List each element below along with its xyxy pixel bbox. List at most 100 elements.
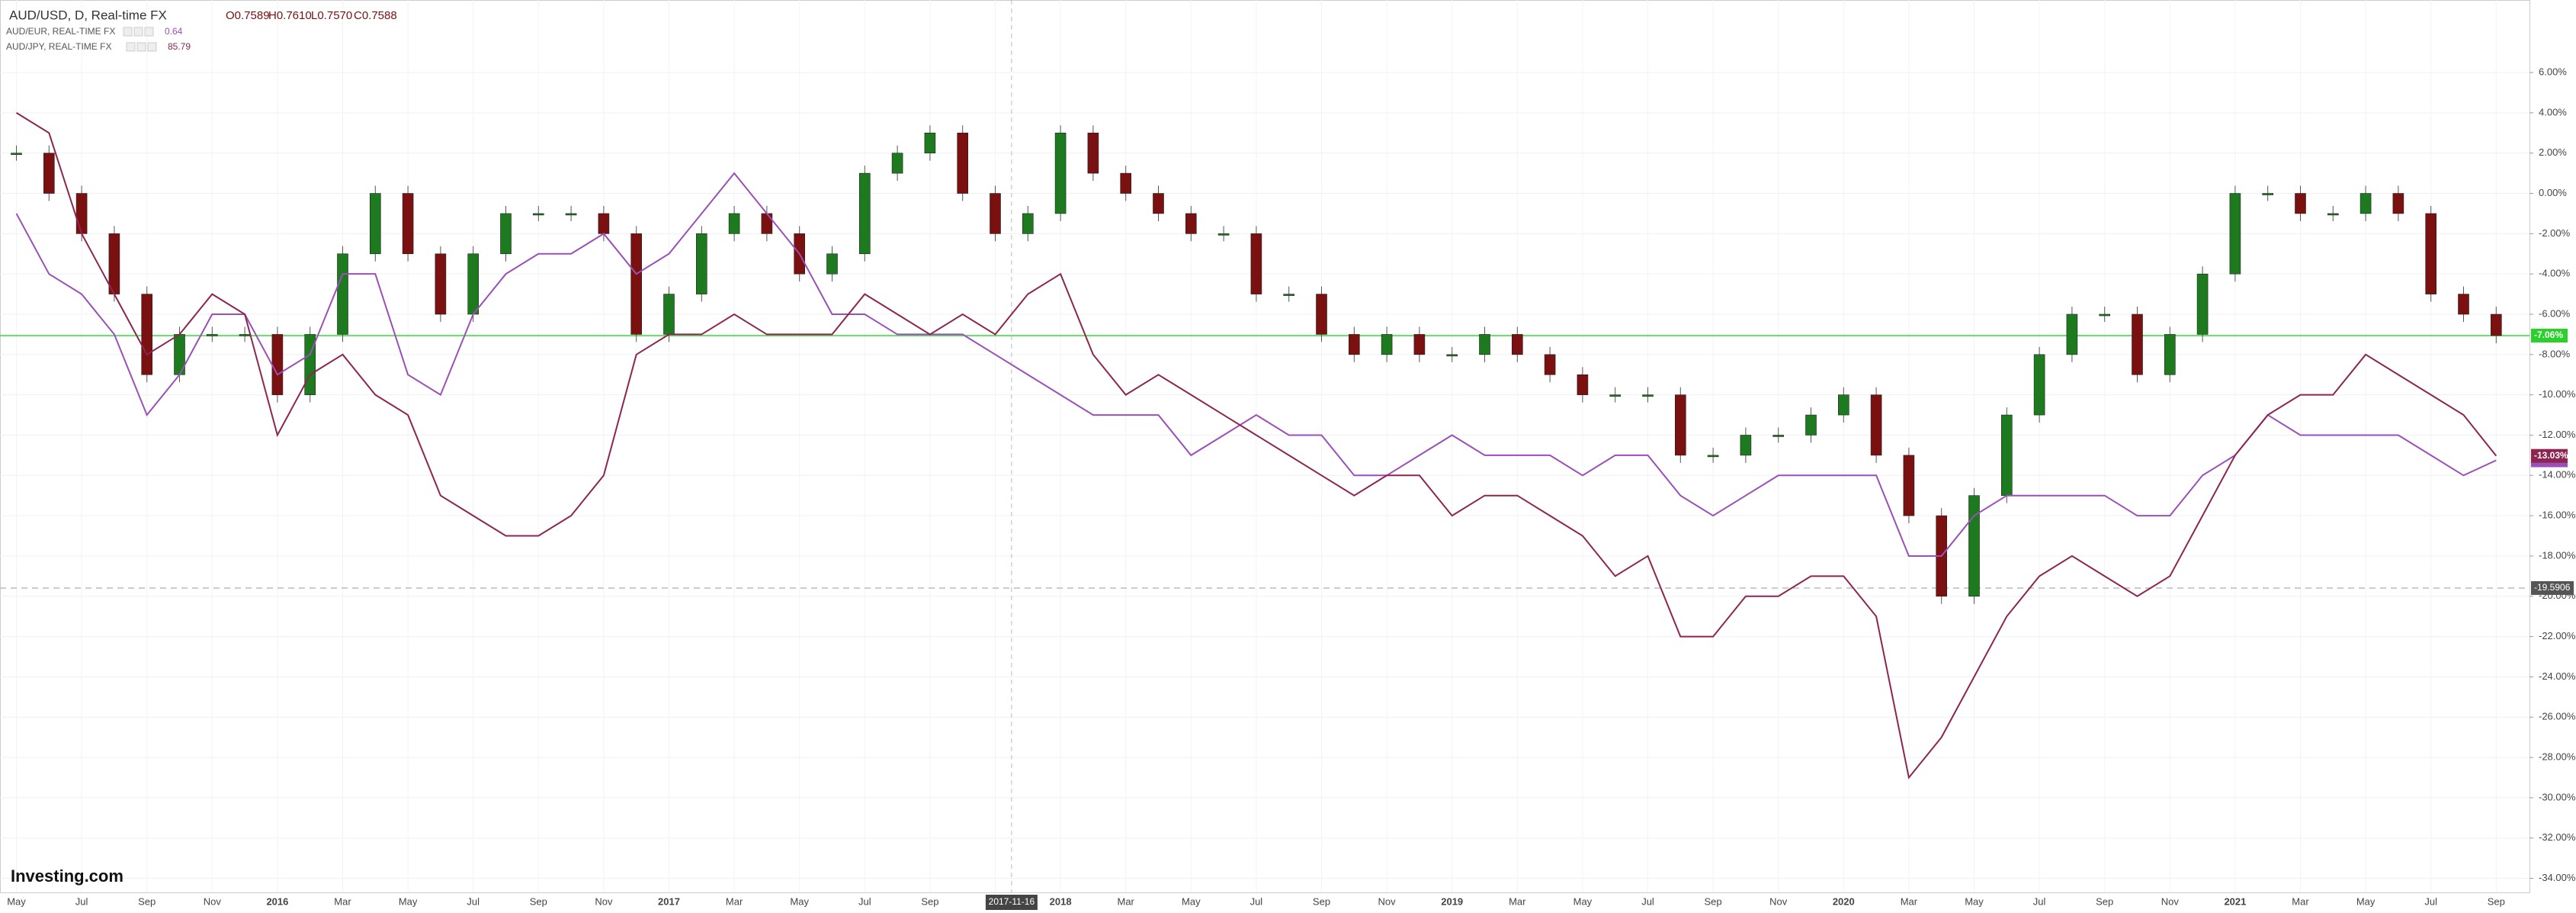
- candle: [1577, 374, 1589, 395]
- candle: [1022, 213, 1034, 234]
- logo: Investing.com: [11, 866, 124, 886]
- y-tick-label: -16.00%: [2539, 510, 2576, 521]
- ohlc-close: C0.7588: [354, 9, 397, 22]
- x-tick-label: May: [399, 895, 418, 907]
- x-tick-label: Mar: [1901, 895, 1918, 907]
- plot-frame: [0, 0, 2530, 893]
- x-tick-label: Nov: [1378, 895, 1397, 907]
- candle: [2132, 313, 2143, 375]
- candle: [1772, 435, 1784, 437]
- y-tick-label: -12.00%: [2539, 429, 2576, 440]
- candle: [2262, 193, 2273, 195]
- x-tick-label: May: [790, 895, 809, 907]
- candle: [2425, 213, 2436, 294]
- x-tick-label: May: [1182, 895, 1201, 907]
- candle: [859, 172, 871, 255]
- candle: [2359, 193, 2372, 214]
- candle: [728, 213, 740, 234]
- candle: [1381, 334, 1393, 355]
- candle: [1250, 233, 1262, 294]
- candle: [2229, 193, 2241, 275]
- candle: [598, 213, 610, 234]
- candle: [1512, 334, 1523, 355]
- candle: [1870, 394, 1882, 456]
- legend-button: [126, 42, 136, 52]
- candle: [826, 253, 838, 275]
- ohlc-open: O0.7589: [226, 9, 270, 22]
- legend-button: [123, 27, 133, 37]
- x-tick-label: Sep: [1705, 895, 1722, 907]
- candle: [2295, 193, 2306, 214]
- ohlc-low: L0.7570: [311, 9, 352, 22]
- candle: [1283, 294, 1294, 296]
- x-tick-label: Mar: [334, 895, 351, 907]
- crosshair-label: 2017-11-16: [989, 896, 1035, 907]
- x-tick-label: Mar: [726, 895, 743, 907]
- y-tick-label: -8.00%: [2539, 348, 2571, 359]
- candle: [2491, 313, 2502, 336]
- x-tick-label: Jul: [1641, 895, 1654, 907]
- y-tick-label: -32.00%: [2539, 831, 2576, 843]
- x-tick-label: May: [1574, 895, 1593, 907]
- x-tick-label: Sep: [2096, 895, 2113, 907]
- candle: [2164, 334, 2176, 375]
- candle: [435, 253, 447, 315]
- last-value-badge: [2531, 448, 2568, 463]
- series-line: [15, 112, 2497, 780]
- candle: [957, 133, 968, 194]
- x-tick-label: Jul: [1250, 895, 1263, 907]
- x-tick-label: 2020: [1833, 895, 1855, 907]
- x-tick-label: May: [2356, 895, 2376, 907]
- legend-button: [147, 42, 157, 52]
- candle: [2033, 354, 2045, 416]
- candle: [1185, 213, 1197, 234]
- price-badge-label: -19.5906: [2534, 582, 2571, 593]
- x-tick-label: May: [7, 895, 26, 907]
- ohlc-high: H0.7610: [268, 9, 312, 22]
- x-tick-label: Jul: [467, 895, 480, 907]
- candle: [2392, 193, 2404, 214]
- candle: [1349, 334, 1360, 355]
- x-tick-label: Jul: [2424, 895, 2437, 907]
- candle: [2001, 414, 2013, 497]
- candle: [467, 253, 480, 315]
- candle: [1120, 172, 1131, 194]
- candle: [1087, 133, 1099, 174]
- candle: [2327, 213, 2339, 216]
- candle: [1968, 495, 1980, 597]
- series-line: [15, 172, 2497, 557]
- y-tick-label: 4.00%: [2539, 106, 2567, 117]
- legend-button: [144, 27, 154, 37]
- last-value-label: -13.03%: [2534, 450, 2568, 461]
- x-tick-label: 2017: [658, 895, 680, 907]
- candle: [761, 213, 773, 234]
- crosshair-badge: [985, 895, 1038, 910]
- candle: [141, 294, 152, 375]
- x-tick-label: Mar: [1118, 895, 1135, 907]
- y-tick-label: -18.00%: [2539, 549, 2576, 561]
- candle: [43, 153, 55, 194]
- candle: [1479, 334, 1490, 355]
- last-value-badge: [2531, 329, 2568, 343]
- x-tick-label: Jul: [858, 895, 871, 907]
- symbol-title: AUD/USD, D, Real-time FX: [9, 8, 167, 22]
- legend-entry: AUD/EUR, REAL-TIME FX: [6, 26, 115, 37]
- y-tick-label: -10.00%: [2539, 388, 2576, 400]
- legend-button: [133, 27, 143, 37]
- y-tick-label: 2.00%: [2539, 146, 2567, 158]
- candle: [2196, 273, 2209, 335]
- candle: [630, 233, 643, 335]
- y-tick-label: -26.00%: [2539, 711, 2576, 722]
- candle: [1153, 193, 1164, 214]
- y-tick-label: -24.00%: [2539, 670, 2576, 682]
- candle: [1413, 334, 1426, 355]
- x-tick-label: Jul: [75, 895, 88, 907]
- x-tick-label: 2019: [1441, 895, 1463, 907]
- candle: [1544, 354, 1556, 375]
- candle: [695, 233, 707, 294]
- legend-button: [136, 42, 146, 52]
- x-tick-label: Sep: [138, 895, 156, 907]
- candle: [663, 294, 675, 335]
